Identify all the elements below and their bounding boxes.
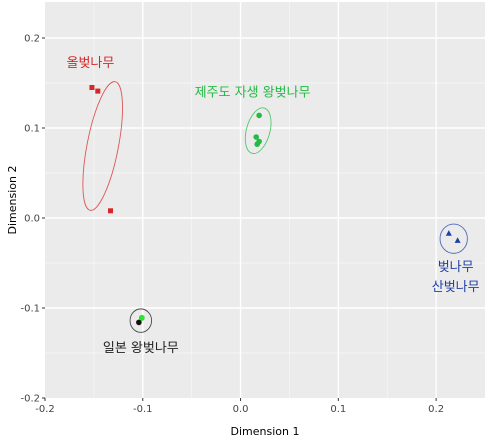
data-point — [139, 315, 145, 321]
data-point — [256, 112, 262, 119]
cluster-label: 일본 왕벚나무 — [103, 341, 179, 356]
data-point — [454, 237, 461, 243]
data-point — [445, 230, 452, 236]
cluster-label: 벚나무 — [438, 260, 474, 275]
x-tick-label: 0.2 — [428, 404, 444, 415]
y-tick-label: 0.0 — [24, 214, 40, 225]
data-point — [254, 141, 260, 147]
data-point — [95, 88, 101, 94]
cluster-ellipse — [129, 308, 153, 333]
y-tick-label: 0.2 — [24, 34, 40, 45]
plot-background — [45, 2, 485, 398]
cluster-ellipse — [439, 223, 468, 254]
cluster-label: 산벚나무 — [432, 280, 480, 295]
y-tick-label: 0.1 — [24, 124, 40, 135]
y-axis-ticks: -0.2 -0.1 0.0 0.1 0.2 — [20, 34, 45, 405]
x-tick-label: -0.1 — [133, 404, 153, 415]
data-point — [108, 208, 114, 214]
x-tick-label: 0.1 — [330, 404, 346, 415]
data-point — [136, 319, 142, 326]
cluster-ellipses — [82, 81, 468, 333]
cluster-ellipse — [82, 81, 123, 211]
y-tick-label: -0.1 — [20, 304, 40, 315]
x-tick-label: 0.0 — [233, 404, 249, 415]
data-point — [253, 134, 259, 140]
data-points — [89, 85, 461, 326]
cluster-ellipse — [244, 107, 272, 155]
x-axis-ticks: -0.2 -0.1 0.0 0.1 0.2 — [35, 398, 444, 415]
x-tick-label: -0.2 — [35, 404, 55, 415]
x-axis-title: Dimension 1 — [231, 425, 300, 438]
y-tick-label: -0.2 — [20, 394, 40, 405]
cluster-label: 제주도 자생 왕벚나무 — [195, 86, 311, 101]
y-axis-title: Dimension 2 — [6, 166, 19, 235]
data-point — [89, 85, 95, 90]
grid-lines — [45, 2, 485, 398]
cluster-label: 올벚나무 — [67, 56, 115, 71]
